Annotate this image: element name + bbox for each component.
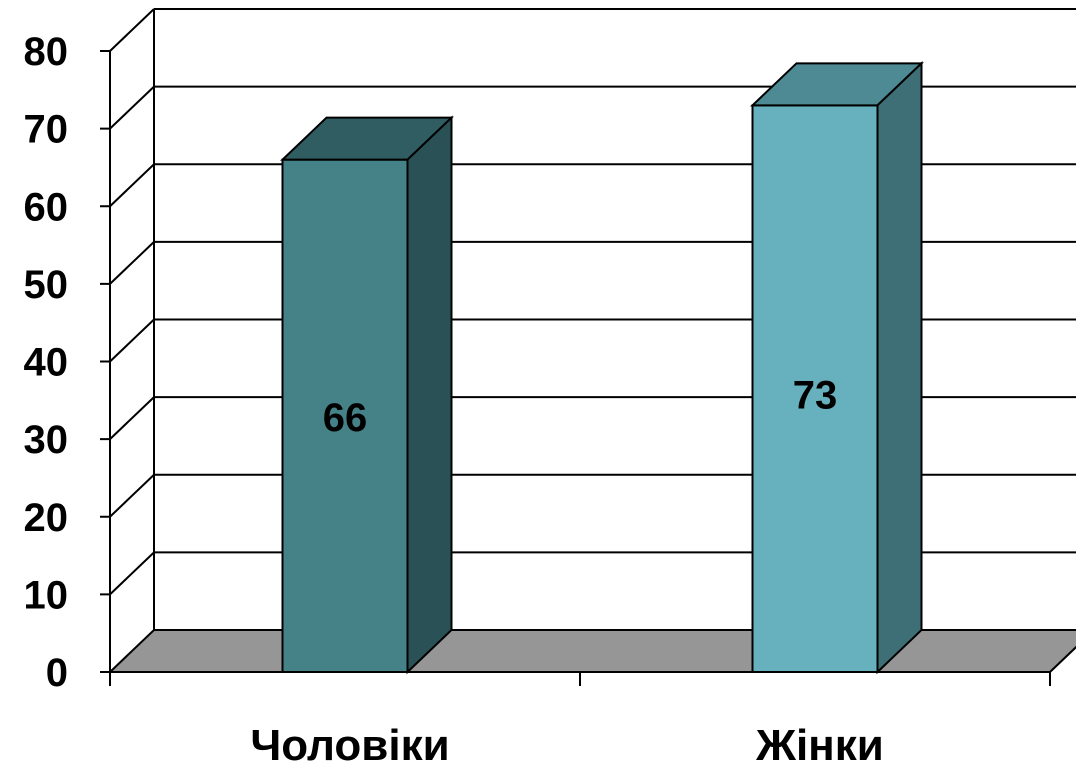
data-label: 66 xyxy=(323,396,368,440)
gridline-diagonal xyxy=(109,163,155,207)
bar-front xyxy=(281,158,409,674)
x-category-label: Жінки xyxy=(755,721,884,764)
gridline-diagonal xyxy=(109,474,155,518)
y-tick-label: 30 xyxy=(24,418,69,462)
gridlines xyxy=(109,8,1076,630)
gridline-diagonal xyxy=(109,396,155,440)
y-tick-label: 50 xyxy=(24,263,69,307)
labels: 66 Чоловіки 73 Жінки xyxy=(250,374,883,764)
gridline-diagonal xyxy=(109,551,155,596)
gridline-diagonal xyxy=(109,241,155,285)
y-tick-label: 0 xyxy=(46,651,68,695)
y-tick-label: 10 xyxy=(24,573,69,617)
floor-plane xyxy=(107,629,1076,673)
chart-floor xyxy=(107,629,1076,673)
y-tick-label: 70 xyxy=(24,108,69,152)
data-label: 73 xyxy=(793,374,838,418)
bar-side xyxy=(406,115,453,675)
x-category-label: Чоловіки xyxy=(250,721,449,764)
bar-front xyxy=(751,104,879,673)
y-tick-label: 40 xyxy=(24,341,69,385)
gridline-diagonal xyxy=(109,85,155,130)
gridline-diagonal xyxy=(109,318,155,363)
bar-side xyxy=(876,61,923,675)
gridline-diagonal xyxy=(109,8,155,52)
y-tick-label: 60 xyxy=(24,185,69,229)
axes: 0 10 20 30 40 50 60 70 80 xyxy=(24,30,1051,695)
bars xyxy=(280,61,924,675)
y-tick-label: 20 xyxy=(24,496,69,540)
y-tick-label: 80 xyxy=(24,30,69,74)
